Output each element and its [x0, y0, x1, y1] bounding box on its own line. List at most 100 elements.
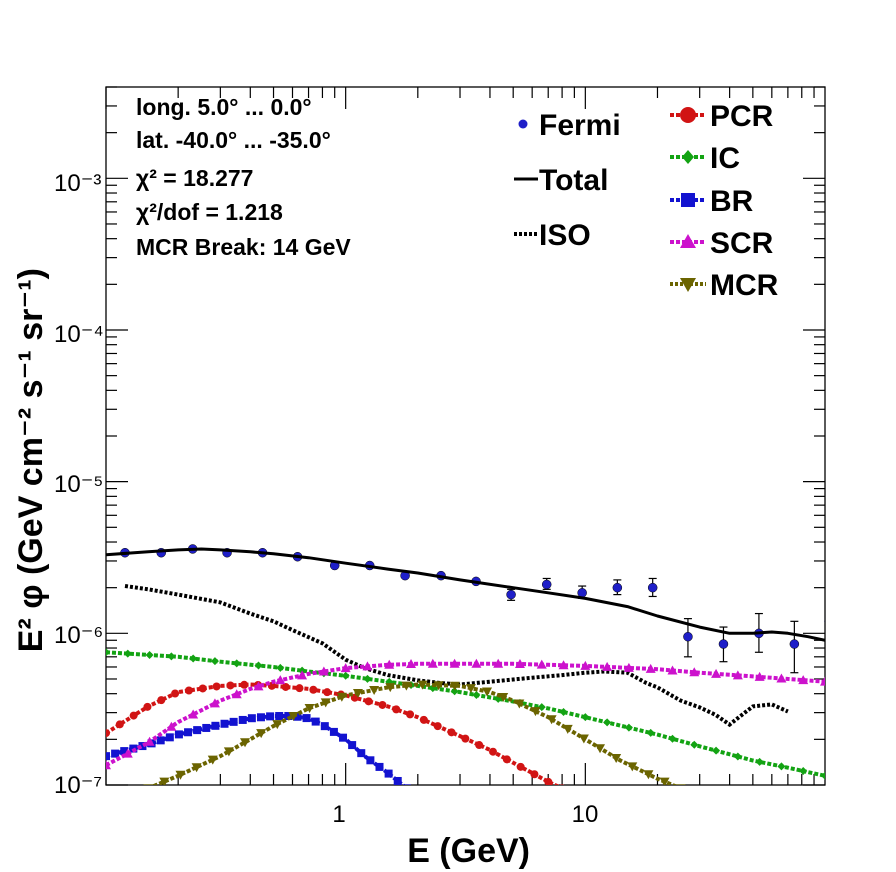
legend-item-br: BR [670, 185, 754, 218]
series-marker-br [165, 733, 174, 742]
series-marker-mcr [659, 777, 670, 785]
series-marker-ic [254, 661, 263, 670]
series-line-ic [106, 650, 825, 778]
series-layer [106, 544, 825, 785]
series-marker-scr [122, 748, 133, 758]
series-marker-ic [472, 690, 481, 699]
series-marker-br [320, 722, 329, 731]
series-marker-scr [384, 659, 395, 669]
series-marker-br [357, 749, 366, 758]
legend-marker-mcr [680, 278, 696, 292]
series-marker-mcr [482, 687, 493, 697]
series-marker-br [220, 719, 229, 728]
series-marker-pcr [419, 715, 428, 724]
series-marker-mcr [595, 744, 606, 754]
series-marker-ic [450, 687, 459, 696]
series-marker-pcr [559, 784, 565, 785]
series-marker-br [193, 726, 202, 735]
y-axis-title: E² φ (GeV cm⁻² s⁻¹ sr⁻¹) [12, 268, 50, 652]
legend-label-br: BR [710, 185, 754, 218]
series-marker-scr [536, 659, 547, 669]
series-marker-scr [580, 660, 591, 670]
legend-marker-scr [680, 234, 696, 248]
series-marker-pcr [516, 762, 525, 771]
series-marker-br [384, 769, 393, 778]
series-marker-pcr [530, 770, 539, 779]
series-marker-mcr [433, 681, 444, 691]
axis-tick-labels: 1 10 10⁻⁷ 10⁻⁶ 10⁻⁵ 10⁻⁴ 10⁻³ [54, 170, 598, 828]
y-tick-label-1e-4: 10⁻⁴ [54, 321, 104, 348]
series-marker-br [229, 717, 238, 726]
series-marker-pcr [447, 728, 456, 737]
series-marker-scr [166, 721, 177, 731]
series-marker-ic [210, 657, 219, 666]
series-marker-scr [558, 660, 569, 670]
data-point-fermi [824, 618, 825, 624]
series-marker-scr [493, 658, 504, 668]
series-marker-ic [603, 718, 612, 727]
series-marker-scr [820, 676, 825, 686]
series-marker-pcr [544, 777, 553, 785]
series-marker-scr [144, 736, 155, 746]
series-marker-scr [449, 658, 460, 668]
series-marker-scr [514, 658, 525, 668]
series-marker-pcr [143, 702, 152, 711]
series-marker-scr [188, 709, 199, 719]
data-point-fermi [612, 582, 623, 593]
series-marker-mcr [143, 784, 154, 785]
series-marker-ic [167, 652, 176, 661]
series-marker-pcr [309, 685, 318, 694]
data-point-fermi [683, 631, 693, 642]
series-marker-br [348, 741, 357, 750]
series-marker-mcr [562, 724, 573, 734]
x-tick-label-10: 10 [572, 801, 599, 828]
series-marker-scr [275, 675, 286, 685]
x-tick-label-1: 1 [332, 801, 345, 828]
series-marker-br [311, 717, 320, 726]
series-line-total [106, 547, 825, 642]
info-line-longitude: long. 5.0° ... 0.0° [136, 94, 312, 120]
series-marker-mcr [256, 729, 267, 739]
info-box: long. 5.0° ... 0.0° lat. -40.0° ... -35.… [136, 94, 351, 260]
series-marker-pcr [502, 755, 511, 764]
series-marker-ic [363, 674, 372, 683]
series-marker-pcr [281, 682, 290, 691]
y-tick-label-1e-6: 10⁻⁶ [54, 622, 103, 649]
series-marker-br [156, 736, 165, 745]
series-marker-ic [559, 708, 568, 717]
info-line-latitude: lat. -40.0° ... -35.0° [136, 127, 331, 153]
series-marker-mcr [465, 684, 476, 694]
series-marker-br [111, 749, 120, 758]
series-marker-scr [776, 673, 787, 683]
series-marker-ic [341, 671, 350, 680]
series-marker-mcr [546, 715, 557, 725]
series-marker-scr [297, 670, 308, 680]
series-marker-mcr [369, 685, 380, 695]
series-marker-scr [689, 667, 700, 677]
series-marker-scr [602, 661, 613, 671]
legend-item-ic: IC [670, 142, 740, 175]
series-marker-ic [755, 757, 764, 766]
series-marker-br [120, 747, 129, 756]
series-marker-br [138, 742, 147, 751]
legend-label-scr: SCR [710, 227, 774, 260]
series-marker-mcr [240, 738, 251, 748]
legend-item-pcr: PCR [670, 100, 774, 133]
series-marker-mcr [175, 770, 186, 780]
series-marker-scr [471, 658, 482, 668]
series-marker-br [266, 712, 275, 721]
series-marker-mcr [643, 770, 654, 780]
series-marker-scr [318, 666, 329, 676]
series-marker-br [402, 784, 411, 785]
series-marker-scr [732, 670, 743, 680]
series-marker-mcr [223, 747, 234, 757]
series-marker-scr [427, 658, 438, 668]
series-marker-ic [624, 723, 633, 732]
series-marker-scr [711, 668, 722, 678]
series-marker-mcr [449, 681, 460, 691]
series-marker-scr [645, 663, 656, 673]
series-marker-ic [668, 734, 677, 743]
series-marker-br [174, 730, 183, 739]
series-marker-mcr [304, 704, 315, 714]
